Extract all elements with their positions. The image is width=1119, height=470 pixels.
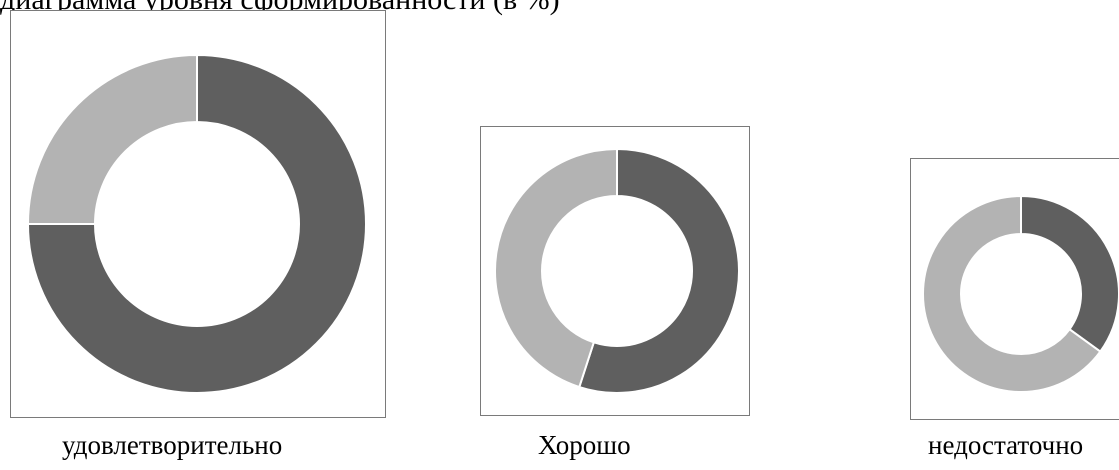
donut-chart-2: [494, 147, 740, 394]
donut-slice-1-1: [26, 53, 367, 394]
chart-caption-2: Хорошо: [538, 430, 631, 460]
donut-chart-3: [922, 194, 1119, 393]
donut-slice-2-2: [494, 147, 618, 389]
chart-frame-3: [910, 158, 1119, 420]
chart-frame-2: [480, 126, 750, 416]
donut-slice-3-2: [922, 194, 1102, 393]
donut-slice-1-2: [26, 53, 198, 225]
chart-caption-3: недостаточно: [928, 430, 1084, 460]
donut-slice-3-1: [1020, 194, 1119, 354]
chart-frame-1: [10, 10, 386, 418]
chart-caption-1: удовлетворительно: [62, 430, 283, 460]
donut-slice-2-1: [578, 147, 740, 394]
donut-chart-1: [26, 53, 367, 394]
